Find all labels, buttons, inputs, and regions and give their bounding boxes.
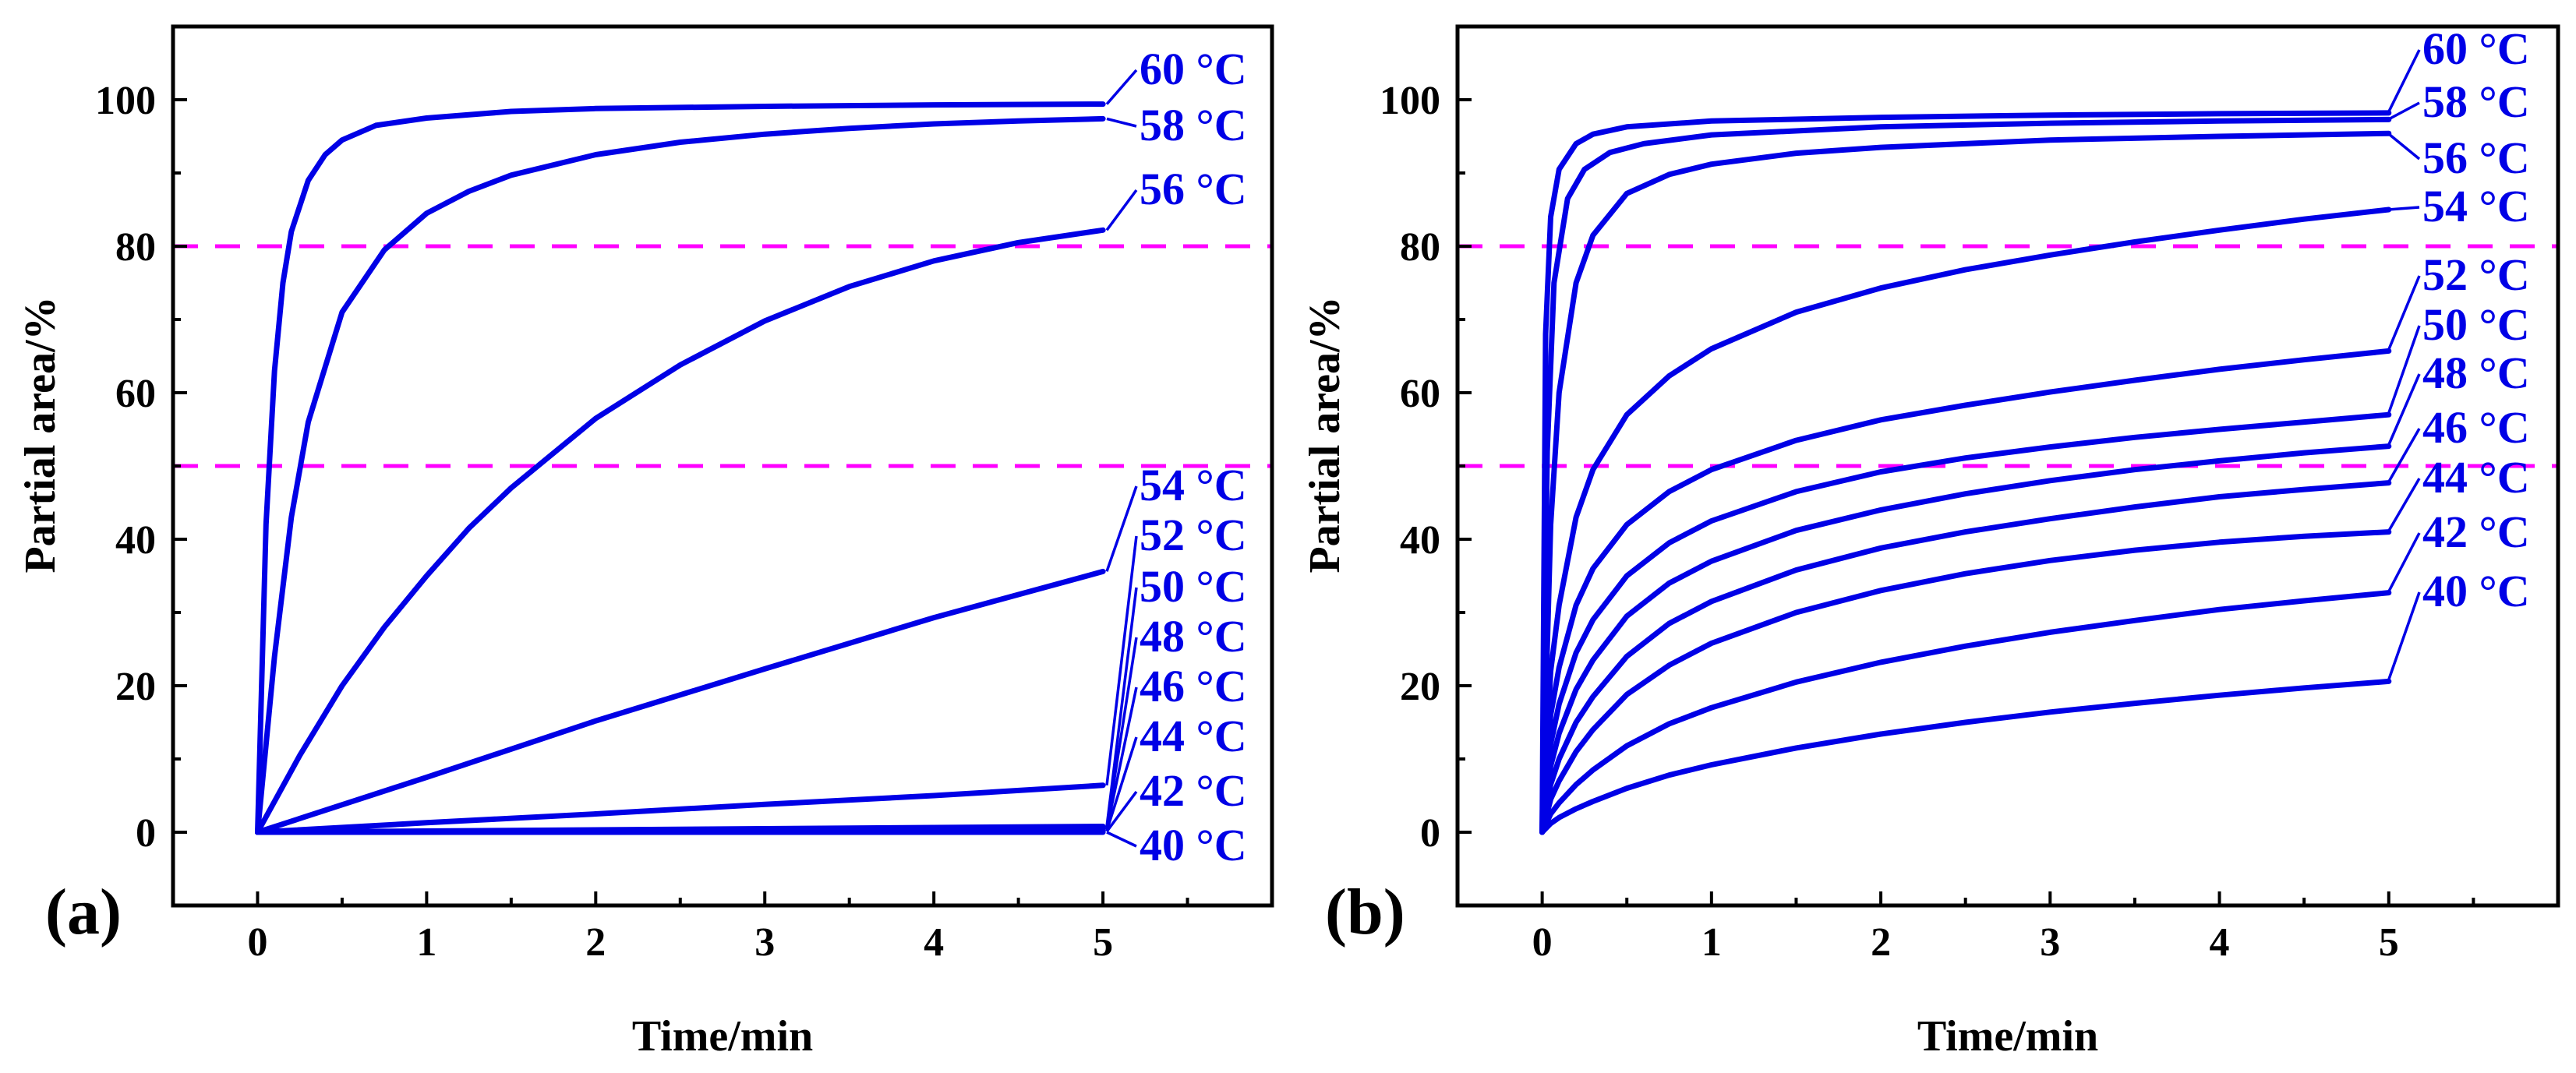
y-axis-title: Partial area/% [1301,296,1349,573]
panel-a: 60 °C 58 °C 56 °C 54 °C52 °C50 °C48 °C46 °C… [16,24,1274,1061]
series-label: 46 °C [1140,661,1247,711]
y-tick-label: 20 [115,665,156,709]
series-leader [2387,325,2421,415]
x-tick-label: 2 [585,920,606,965]
series-label: 48 °C [2422,348,2530,398]
series-leader [2387,373,2421,447]
series-label: 44 °C [2422,452,2530,503]
series-leader [1105,189,1138,231]
series-leader [1105,587,1138,827]
x-tick-label: 4 [924,920,944,965]
series-leader [2387,275,2421,352]
series-leader [1105,485,1138,572]
y-tick-label: 20 [1400,665,1440,709]
y-tick-label: 100 [95,79,156,123]
series-label: 44 °C [1140,711,1247,761]
series-line [255,782,1106,835]
series-leader [1105,69,1138,105]
series-line [255,227,1106,835]
x-tick-label: 4 [2210,920,2230,965]
y-axis-title: Partial area/% [16,296,65,573]
series-leader [1105,637,1138,828]
y-tick-label: 40 [115,518,156,563]
y-tick-label: 100 [1380,79,1440,123]
series-label: 58 °C [1140,100,1247,150]
x-axis-title: Time/min [632,1012,813,1061]
series-leader [2387,591,2421,682]
series-leader [1105,736,1138,831]
y-tick-label: 0 [136,811,156,856]
x-tick-label: 0 [247,920,267,965]
panel-b: 60 °C58 °C56 °C54 °C 52 °C50 °C48 °C46 °C… [1301,23,2560,1061]
series-label: 54 °C [1140,460,1247,510]
series-line [1539,443,2392,835]
x-tick-label: 3 [2040,920,2060,965]
series-label: 48 °C [1140,611,1247,662]
series-leader [2387,101,2420,121]
x-tick-label: 5 [2379,920,2399,965]
series-line [1539,110,2392,835]
series-line [255,115,1106,835]
series-label: 56 °C [2422,132,2530,183]
series-leader [2387,478,2421,533]
y-tick-label: 60 [115,372,156,416]
series-leader [1105,535,1138,786]
series-line [1539,480,2392,835]
y-tick-label: 80 [1400,225,1440,270]
x-tick-label: 3 [754,920,775,965]
y-tick-label: 40 [1400,518,1440,563]
series-line [1539,590,2392,835]
series-leader [1106,831,1137,848]
y-tick-label: 0 [1420,811,1440,856]
series-label: 52 °C [1140,510,1247,560]
series-line [255,101,1106,835]
series-leader [1105,687,1138,830]
series-line [1539,348,2392,835]
series-leader [2387,206,2420,211]
x-tick-label: 1 [416,920,436,965]
series-label: 50 °C [2422,299,2530,350]
series-leader [1105,790,1138,833]
series-leader [2387,428,2421,484]
series-line [1539,678,2392,835]
series-line [1539,529,2392,835]
panel-label: (b) [1325,876,1405,948]
series-line [255,568,1106,835]
series-label: 50 °C [1140,561,1247,612]
x-tick-label: 1 [1701,920,1722,965]
y-tick-label: 60 [1400,372,1440,416]
series-leader [2387,532,2421,594]
series-label: 56 °C [1140,164,1247,214]
series-leader [2387,49,2421,114]
series-leader [1106,117,1137,128]
y-tick-label: 80 [115,225,156,270]
series-label: 40 °C [1140,820,1247,870]
x-tick-label: 5 [1093,920,1113,965]
series-line [1539,206,2392,835]
series-label: 42 °C [1140,765,1247,816]
x-tick-label: 0 [1532,920,1553,965]
series-label: 60 °C [2422,23,2530,74]
series-leader [2387,132,2421,161]
series-line [1539,411,2392,835]
x-tick-label: 2 [1871,920,1891,965]
series-label: 58 °C [2422,76,2530,127]
series-label: 46 °C [2422,402,2530,453]
series-line [1539,130,2392,835]
series-label: 40 °C [2422,566,2530,616]
panel-label: (a) [45,876,122,948]
x-axis-title: Time/min [1917,1012,2098,1061]
series-label: 60 °C [1140,44,1247,94]
series-line [1539,116,2392,835]
series-label: 52 °C [2422,249,2530,300]
series-label: 54 °C [2422,181,2530,231]
series-label: 42 °C [2422,506,2530,557]
